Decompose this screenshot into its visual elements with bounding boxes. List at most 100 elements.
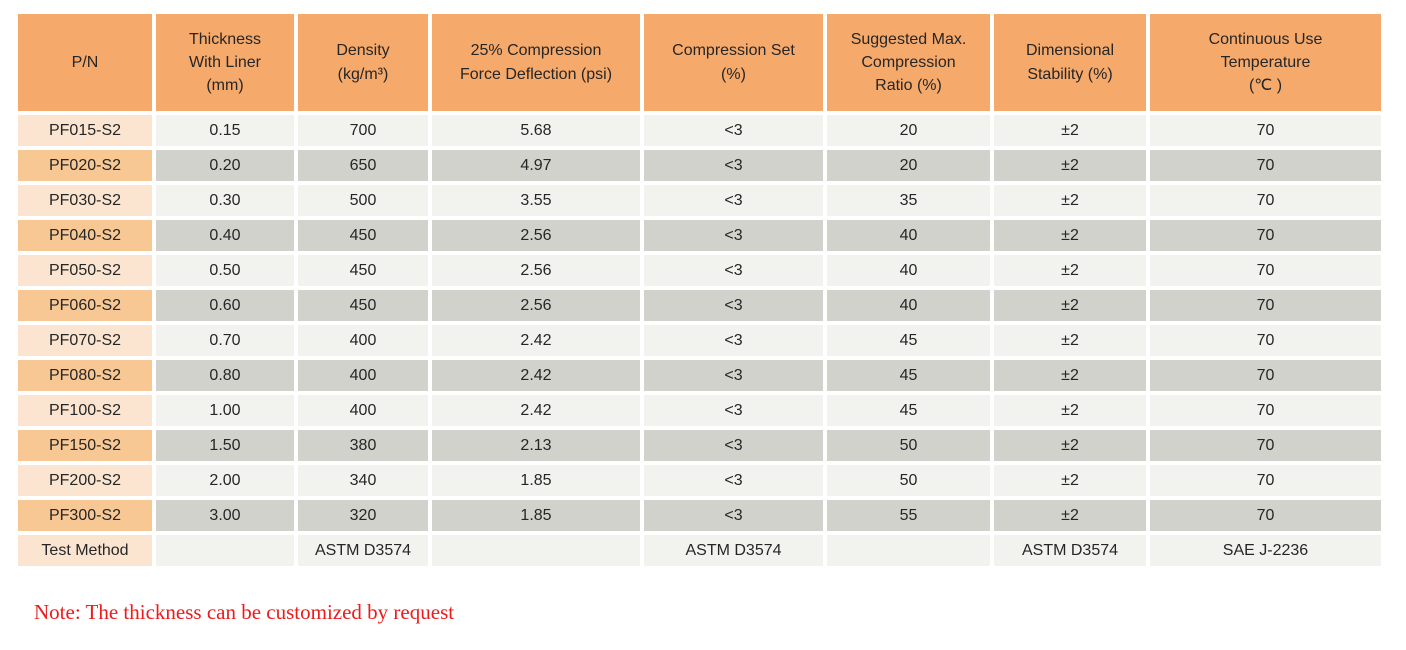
value-cell: 70 [1150,500,1381,531]
value-cell: SAE J-2236 [1150,535,1381,566]
value-cell: <3 [644,500,823,531]
value-cell: 70 [1150,395,1381,426]
value-cell: 70 [1150,290,1381,321]
pn-cell: PF080-S2 [18,360,152,391]
value-cell: 2.56 [432,255,640,286]
value-cell: 400 [298,360,428,391]
column-header-dimensional-stability: Dimensional Stability (%) [994,14,1146,111]
value-cell: 400 [298,395,428,426]
value-cell: ±2 [994,395,1146,426]
pn-cell: PF070-S2 [18,325,152,356]
value-cell: 1.85 [432,465,640,496]
value-cell: <3 [644,395,823,426]
value-cell: 50 [827,465,990,496]
value-cell: 340 [298,465,428,496]
value-cell: 5.68 [432,115,640,146]
value-cell: 40 [827,255,990,286]
value-cell: 3.55 [432,185,640,216]
value-cell: 55 [827,500,990,531]
value-cell: 2.56 [432,290,640,321]
value-cell: 50 [827,430,990,461]
spec-table: P/N Thickness With Liner (mm) Density (k… [14,10,1385,570]
value-cell: ±2 [994,325,1146,356]
table-row: PF020-S2 0.20 650 4.97 <3 20 ±2 70 [18,150,1381,181]
value-cell: 70 [1150,115,1381,146]
value-cell: 70 [1150,220,1381,251]
value-cell: 450 [298,220,428,251]
value-cell: 45 [827,395,990,426]
value-cell: <3 [644,290,823,321]
value-cell: 1.50 [156,430,294,461]
value-cell: 2.42 [432,395,640,426]
value-cell: 20 [827,115,990,146]
value-cell: 0.40 [156,220,294,251]
pn-cell: PF015-S2 [18,115,152,146]
column-header-density: Density (kg/m³) [298,14,428,111]
table-row: PF060-S2 0.60 450 2.56 <3 40 ±2 70 [18,290,1381,321]
value-cell: 40 [827,220,990,251]
value-cell: 20 [827,150,990,181]
value-cell: <3 [644,360,823,391]
value-cell: ±2 [994,500,1146,531]
value-cell: <3 [644,465,823,496]
value-cell: ±2 [994,150,1146,181]
value-cell: 0.70 [156,325,294,356]
table-row: PF070-S2 0.70 400 2.42 <3 45 ±2 70 [18,325,1381,356]
value-cell [432,535,640,566]
value-cell: 0.60 [156,290,294,321]
value-cell: <3 [644,325,823,356]
value-cell: 1.00 [156,395,294,426]
value-cell: <3 [644,220,823,251]
value-cell: 40 [827,290,990,321]
table-row: PF150-S2 1.50 380 2.13 <3 50 ±2 70 [18,430,1381,461]
table-row: PF080-S2 0.80 400 2.42 <3 45 ±2 70 [18,360,1381,391]
value-cell: 45 [827,360,990,391]
pn-cell: Test Method [18,535,152,566]
value-cell: 4.97 [432,150,640,181]
value-cell: ±2 [994,360,1146,391]
table-row: PF100-S2 1.00 400 2.42 <3 45 ±2 70 [18,395,1381,426]
value-cell: 0.50 [156,255,294,286]
value-cell: 450 [298,255,428,286]
pn-cell: PF060-S2 [18,290,152,321]
page: P/N Thickness With Liner (mm) Density (k… [14,10,1385,624]
table-row: PF200-S2 2.00 340 1.85 <3 50 ±2 70 [18,465,1381,496]
pn-cell: PF150-S2 [18,430,152,461]
pn-cell: PF300-S2 [18,500,152,531]
value-cell: 70 [1150,185,1381,216]
value-cell: <3 [644,150,823,181]
value-cell: ASTM D3574 [298,535,428,566]
pn-cell: PF100-S2 [18,395,152,426]
value-cell [827,535,990,566]
value-cell: 650 [298,150,428,181]
value-cell: ±2 [994,220,1146,251]
value-cell: 2.00 [156,465,294,496]
table-body: PF015-S2 0.15 700 5.68 <3 20 ±2 70 PF020-S2 0.20 6… [18,115,1381,566]
value-cell: <3 [644,115,823,146]
value-cell: 0.80 [156,360,294,391]
value-cell: ±2 [994,185,1146,216]
column-header-pn: P/N [18,14,152,111]
value-cell: 70 [1150,465,1381,496]
header-row: P/N Thickness With Liner (mm) Density (k… [18,14,1381,111]
value-cell: 400 [298,325,428,356]
value-cell: ±2 [994,255,1146,286]
value-cell: 70 [1150,430,1381,461]
value-cell: 1.85 [432,500,640,531]
value-cell [156,535,294,566]
value-cell: ±2 [994,115,1146,146]
pn-cell: PF050-S2 [18,255,152,286]
value-cell: 2.56 [432,220,640,251]
value-cell: 500 [298,185,428,216]
value-cell: <3 [644,430,823,461]
pn-cell: PF020-S2 [18,150,152,181]
value-cell: <3 [644,255,823,286]
value-cell: 70 [1150,325,1381,356]
value-cell: 2.13 [432,430,640,461]
column-header-max-compression-ratio: Suggested Max. Compression Ratio (%) [827,14,990,111]
value-cell: 450 [298,290,428,321]
value-cell: ±2 [994,290,1146,321]
value-cell: 45 [827,325,990,356]
value-cell: 70 [1150,255,1381,286]
value-cell: 2.42 [432,360,640,391]
